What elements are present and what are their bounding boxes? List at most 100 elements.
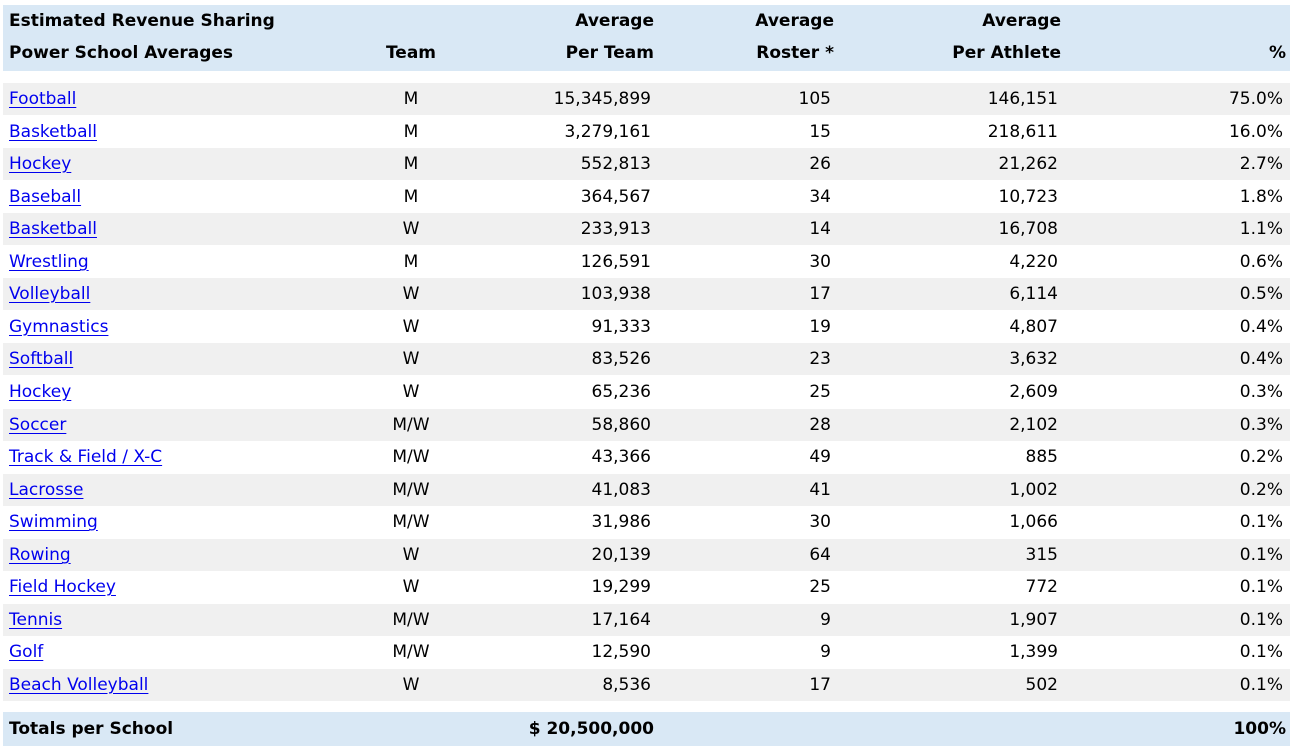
team-cell: M — [403, 187, 419, 207]
header-avg-per-team-line2: Per Team — [565, 43, 654, 63]
team-cell: W — [402, 317, 420, 337]
avg-per-athlete-cell: 4,807 — [1009, 317, 1058, 337]
totals-band — [3, 712, 1290, 746]
sport-link[interactable]: Rowing — [9, 545, 71, 565]
header-row-1: Estimated Revenue Sharing Average Averag… — [0, 5, 1292, 37]
table-row: Basketball W 233,913 14 16,708 1.1% — [0, 213, 1292, 245]
avg-per-team-cell: 17,164 — [591, 610, 651, 630]
sport-link[interactable]: Softball — [9, 349, 74, 369]
pct-cell: 2.7% — [1239, 154, 1283, 174]
sport-link[interactable]: Beach Volleyball — [9, 675, 149, 695]
pct-cell: 0.1% — [1239, 577, 1283, 597]
row-stripe — [3, 669, 1290, 701]
avg-roster-cell: 30 — [809, 252, 831, 272]
sport-link[interactable]: Hockey — [9, 154, 72, 174]
sport-link[interactable]: Football — [9, 89, 77, 109]
table-row: Hockey W 65,236 25 2,609 0.3% — [0, 376, 1292, 408]
avg-per-team-cell: 58,860 — [591, 415, 651, 435]
sport-cell: Basketball — [9, 116, 339, 148]
pct-cell: 0.2% — [1239, 480, 1283, 500]
table-row: Tennis M/W 17,164 9 1,907 0.1% — [0, 604, 1292, 636]
avg-per-team-cell: 126,591 — [580, 252, 651, 272]
sport-link[interactable]: Wrestling — [9, 252, 89, 272]
avg-roster-cell: 34 — [809, 187, 831, 207]
sport-link[interactable]: Track & Field / X-C — [9, 447, 163, 467]
table-row: Basketball M 3,279,161 15 218,611 16.0% — [0, 116, 1292, 148]
avg-roster-cell: 9 — [820, 610, 831, 630]
avg-roster-cell: 17 — [809, 284, 831, 304]
sport-link[interactable]: Tennis — [9, 610, 63, 630]
pct-cell: 0.4% — [1239, 317, 1283, 337]
avg-per-team-cell: 12,590 — [591, 642, 651, 662]
avg-per-athlete-cell: 218,611 — [987, 122, 1058, 142]
avg-per-athlete-cell: 1,907 — [1009, 610, 1058, 630]
pct-cell: 1.8% — [1239, 187, 1283, 207]
sport-cell: Lacrosse — [9, 474, 339, 506]
sport-cell: Track & Field / X-C — [9, 441, 339, 473]
avg-per-athlete-cell: 16,708 — [998, 219, 1058, 239]
sport-cell: Gymnastics — [9, 311, 339, 343]
avg-roster-cell: 64 — [809, 545, 831, 565]
table-row: Lacrosse M/W 41,083 41 1,002 0.2% — [0, 474, 1292, 506]
totals-per-team: $ 20,500,000 — [528, 719, 654, 739]
sport-link[interactable]: Basketball — [9, 122, 97, 142]
sport-link[interactable]: Field Hockey — [9, 577, 116, 597]
team-cell: M/W — [392, 610, 430, 630]
table-row: Volleyball W 103,938 17 6,114 0.5% — [0, 278, 1292, 310]
avg-per-team-cell: 83,526 — [591, 349, 651, 369]
avg-roster-cell: 25 — [809, 577, 831, 597]
sport-cell: Basketball — [9, 213, 339, 245]
team-cell: M — [403, 252, 419, 272]
sport-cell: Tennis — [9, 604, 339, 636]
avg-per-team-cell: 3,279,161 — [564, 122, 651, 142]
table-row: Track & Field / X-C M/W 43,366 49 885 0.2% — [0, 441, 1292, 473]
avg-per-athlete-cell: 21,262 — [998, 154, 1058, 174]
sport-cell: Golf — [9, 636, 339, 668]
avg-per-athlete-cell: 885 — [1025, 447, 1058, 467]
header-row-2: Power School Averages Team Per Team Rost… — [0, 37, 1292, 69]
sport-cell: Swimming — [9, 506, 339, 538]
avg-roster-cell: 25 — [809, 382, 831, 402]
row-stripe — [3, 409, 1290, 441]
team-cell: W — [402, 545, 420, 565]
avg-per-athlete-cell: 146,151 — [987, 89, 1058, 109]
avg-per-athlete-cell: 2,102 — [1009, 415, 1058, 435]
header-avg-roster-line2: Roster * — [756, 43, 834, 63]
sport-cell: Hockey — [9, 148, 339, 180]
avg-roster-cell: 17 — [809, 675, 831, 695]
table-row: Wrestling M 126,591 30 4,220 0.6% — [0, 246, 1292, 278]
row-stripe — [3, 604, 1290, 636]
pct-cell: 0.1% — [1239, 642, 1283, 662]
avg-per-team-cell: 20,139 — [591, 545, 651, 565]
sport-link[interactable]: Baseball — [9, 187, 82, 207]
team-cell: M/W — [392, 480, 430, 500]
pct-cell: 16.0% — [1228, 122, 1283, 142]
sport-link[interactable]: Basketball — [9, 219, 97, 239]
avg-per-athlete-cell: 1,066 — [1009, 512, 1058, 532]
sport-link[interactable]: Golf — [9, 642, 44, 662]
header-avg-per-team-line1: Average — [575, 11, 654, 31]
avg-roster-cell: 28 — [809, 415, 831, 435]
avg-roster-cell: 19 — [809, 317, 831, 337]
sport-link[interactable]: Hockey — [9, 382, 72, 402]
totals-row: Totals per School $ 20,500,000 100% — [0, 713, 1292, 745]
header-band — [3, 5, 1290, 71]
sport-link[interactable]: Lacrosse — [9, 480, 84, 500]
avg-roster-cell: 30 — [809, 512, 831, 532]
table-row: Rowing W 20,139 64 315 0.1% — [0, 539, 1292, 571]
sport-cell: Field Hockey — [9, 571, 339, 603]
sport-link[interactable]: Swimming — [9, 512, 98, 532]
avg-per-athlete-cell: 772 — [1025, 577, 1058, 597]
sport-link[interactable]: Gymnastics — [9, 317, 109, 337]
avg-roster-cell: 49 — [809, 447, 831, 467]
sport-link[interactable]: Soccer — [9, 415, 67, 435]
pct-cell: 0.1% — [1239, 545, 1283, 565]
sport-link[interactable]: Volleyball — [9, 284, 91, 304]
row-stripe — [3, 539, 1290, 571]
avg-per-team-cell: 43,366 — [591, 447, 651, 467]
table-row: Soccer M/W 58,860 28 2,102 0.3% — [0, 409, 1292, 441]
avg-per-team-cell: 8,536 — [602, 675, 651, 695]
table-row: Baseball M 364,567 34 10,723 1.8% — [0, 181, 1292, 213]
team-cell: M — [403, 154, 419, 174]
